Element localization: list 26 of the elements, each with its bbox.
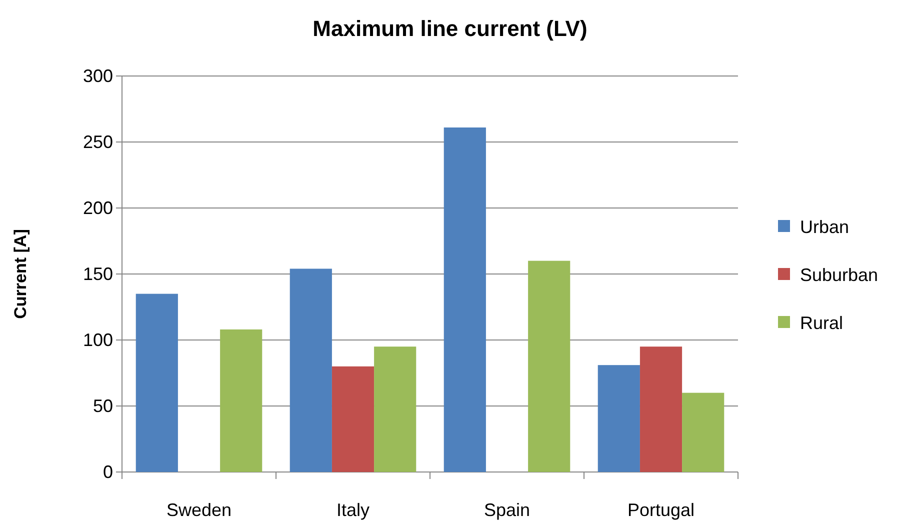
bar [332,366,374,472]
y-tick-label: 100 [82,330,113,350]
bar [290,268,332,472]
bar [136,294,178,472]
bar [640,346,682,472]
bar [374,346,416,472]
x-tick-label: Italy [336,500,370,520]
bar [682,392,724,472]
y-tick-label: 150 [82,264,113,284]
y-axis-title: Current [A] [11,229,30,319]
legend-label: Urban [800,217,850,237]
legend-label: Rural [800,313,844,333]
x-tick-label: Spain [484,500,530,520]
y-tick-label: 250 [82,132,113,152]
y-tick-label: 300 [82,66,113,86]
y-tick-label: 50 [92,396,113,416]
y-tick-label: 200 [82,198,113,218]
y-tick-label: 0 [102,462,113,482]
bar [528,260,570,472]
chart-title: Maximum line current (LV) [312,16,588,41]
x-tick-label: Sweden [166,500,232,520]
x-tick-label: Portugal [627,500,695,520]
bar [444,127,486,472]
legend-label: Suburban [800,265,878,285]
bar [598,365,640,472]
bar [220,329,262,472]
